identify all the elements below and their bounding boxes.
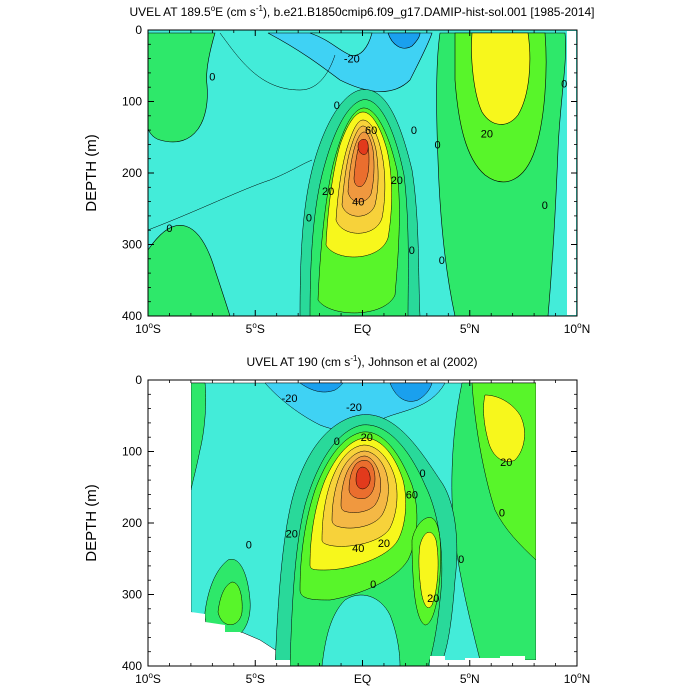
contour-label: 0 [370,579,376,591]
contour-label: 0 [409,245,415,257]
panel-title: UVEL AT 189.5oE (cm s-1), b.e21.B1850cmi… [130,4,595,19]
contour-region-pos10 [148,32,216,143]
contour-label: -20 [346,402,362,414]
contour-region-pos30 [471,32,531,125]
masked-region [536,380,577,666]
contour-label: 20 [286,529,298,541]
contour-labels: -20 20 60 20 20 40 0 0 0 0 0 0 0 0 0 0 [166,54,567,268]
y-tick-label: 400 [122,309,142,323]
contour-label: -20 [344,54,360,66]
contour-label: 0 [411,125,417,137]
contour-label: -20 [282,393,298,405]
contour-label: 20 [427,593,439,605]
contour-label: 0 [166,223,172,235]
contour-region-pos80 [355,466,371,490]
contour-region-neg20 [309,32,373,56]
contour-label: 60 [406,489,418,501]
x-tick-label: 5oN [460,321,480,336]
contour-line [219,32,336,91]
x-tick-label: 5oN [460,671,480,686]
y-axis-label: DEPTH (m) [83,484,100,562]
y-tick-label: 100 [122,445,142,459]
contour-label: 0 [334,436,340,448]
y-tick-label: 100 [122,95,142,109]
contour-label: 0 [458,554,464,566]
contour-region-pos80 [357,139,369,155]
contour-region-neg30 [387,32,421,49]
contour-region-pos30 [418,532,439,608]
x-tick-label: 10oS [135,321,161,336]
contour-region-neg30 [299,382,344,393]
y-tick-label: 200 [122,516,142,530]
contour-label: 20 [481,129,493,141]
contour-region-zero [321,594,401,666]
contour-field [148,30,577,316]
contour-label: 20 [391,175,403,187]
x-tick-label: 10oN [564,671,590,686]
contour-label: 0 [439,255,445,267]
x-tick-label: EQ [354,672,371,686]
x-tick-label: EQ [354,322,371,336]
contour-region-pos10 [148,225,231,316]
y-tick-label: 200 [122,166,142,180]
contour-labels: -20 -20 20 20 60 20 20 40 20 0 0 0 0 0 0 [246,393,513,605]
contour-label: 0 [435,139,441,151]
contour-region-pos20 [217,581,243,625]
contour-label: 60 [365,125,377,137]
contour-label: 0 [306,212,312,224]
contour-region-pos10 [190,382,207,491]
contour-label: 0 [499,507,505,519]
y-tick-label: 400 [122,659,142,673]
panel-observations: UVEL AT 190 (cm s-1), Johnson et al (200… [83,354,590,686]
y-tick-label: 0 [135,373,142,387]
contour-line [148,159,313,231]
contour-label: 0 [542,200,548,212]
panel-title: UVEL AT 190 (cm s-1), Johnson et al (200… [246,354,477,369]
contour-label: 0 [419,468,425,480]
x-tick-label: 5oS [246,321,265,336]
y-axis-label: DEPTH (m) [83,134,100,212]
x-tick-label: 10oN [564,321,590,336]
contour-label: 40 [352,543,364,555]
contour-label: 0 [561,79,567,91]
contour-region-pos30 [483,394,525,462]
masked-region [430,656,536,666]
x-tick-label: 10oS [135,671,161,686]
contour-label: 20 [361,432,373,444]
contour-region-neg30 [389,382,433,402]
masked-region [148,380,290,666]
contour-label: 20 [500,457,512,469]
x-tick-label: 5oS [246,671,265,686]
contour-label: 40 [352,197,364,209]
y-tick-label: 0 [135,23,142,37]
contour-field [148,380,577,666]
y-tick-label: 300 [122,588,142,602]
y-tick-label: 300 [122,238,142,252]
contour-label: 20 [322,186,334,198]
contour-label: 0 [209,71,215,83]
contour-label: 0 [246,539,252,551]
contour-label: 0 [334,100,340,112]
panel-model: UVEL AT 189.5oE (cm s-1), b.e21.B1850cmi… [83,4,594,336]
contour-label: 20 [378,538,390,550]
